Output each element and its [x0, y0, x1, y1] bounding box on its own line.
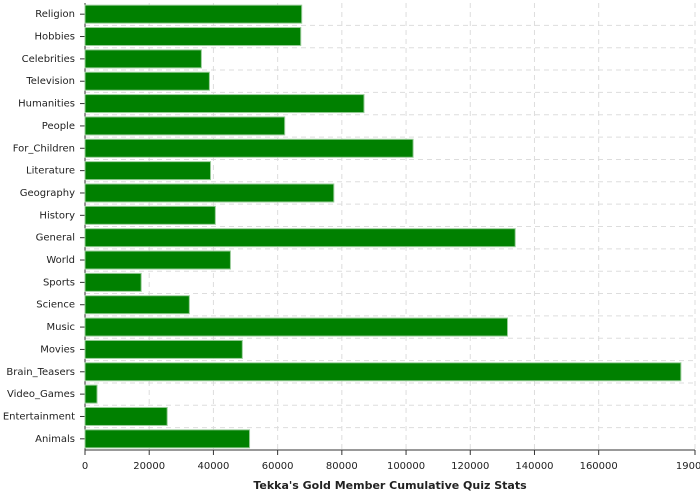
y-tick-label: Literature	[26, 166, 75, 177]
y-tick-label: Geography	[20, 188, 75, 199]
y-tick-label: Movies	[40, 344, 75, 355]
bar	[84, 250, 231, 270]
bar	[84, 71, 210, 91]
bar	[84, 429, 251, 449]
y-tick-label: Celebrities	[22, 54, 75, 65]
y-tick-label: Sports	[43, 277, 75, 288]
y-tick-label: Animals	[35, 434, 75, 445]
bar	[84, 4, 303, 24]
x-tick-label: 20000	[133, 461, 165, 472]
bar	[84, 161, 212, 181]
y-tick-label: Hobbies	[35, 32, 75, 43]
bar	[84, 406, 168, 426]
y-tick-label: For_Children	[13, 143, 75, 154]
y-tick-label: General	[36, 233, 75, 244]
bar	[84, 183, 335, 203]
x-tick-label: 60000	[262, 461, 294, 472]
y-tick-label: History	[39, 210, 75, 221]
x-tick-label: 80000	[326, 461, 358, 472]
y-tick-label: Humanities	[18, 99, 75, 110]
bar	[84, 138, 414, 158]
x-tick-label: 0	[82, 461, 88, 472]
chart-title: Tekka's Gold Member Cumulative Quiz Stat…	[253, 479, 527, 492]
y-tick-label: Music	[47, 322, 75, 333]
x-tick-label: 40000	[198, 461, 230, 472]
bar	[84, 317, 509, 337]
y-tick-label: Video_Games	[7, 389, 75, 400]
bar	[84, 205, 216, 225]
y-tick-label: Entertainment	[3, 411, 75, 422]
bar	[84, 94, 365, 114]
y-tick-label: World	[46, 255, 75, 266]
y-tick-label: People	[42, 121, 75, 132]
y-tick-label: Religion	[35, 9, 75, 20]
x-tick-label: 120000	[451, 461, 489, 472]
bar	[84, 27, 302, 47]
bar	[84, 272, 142, 292]
y-tick-label: Science	[36, 300, 75, 311]
y-tick-label: Brain_Teasers	[6, 367, 75, 378]
x-tick-label: 160000	[580, 461, 618, 472]
bar	[84, 362, 682, 382]
x-tick-label: 140000	[515, 461, 553, 472]
bar	[84, 49, 202, 69]
bar	[84, 295, 190, 315]
x-tick-label: 190000	[676, 461, 700, 472]
y-tick-label: Television	[25, 76, 75, 87]
bar	[84, 228, 516, 248]
bar	[84, 116, 286, 136]
x-tick-label: 100000	[387, 461, 425, 472]
bar	[84, 384, 98, 404]
bar	[84, 339, 243, 359]
